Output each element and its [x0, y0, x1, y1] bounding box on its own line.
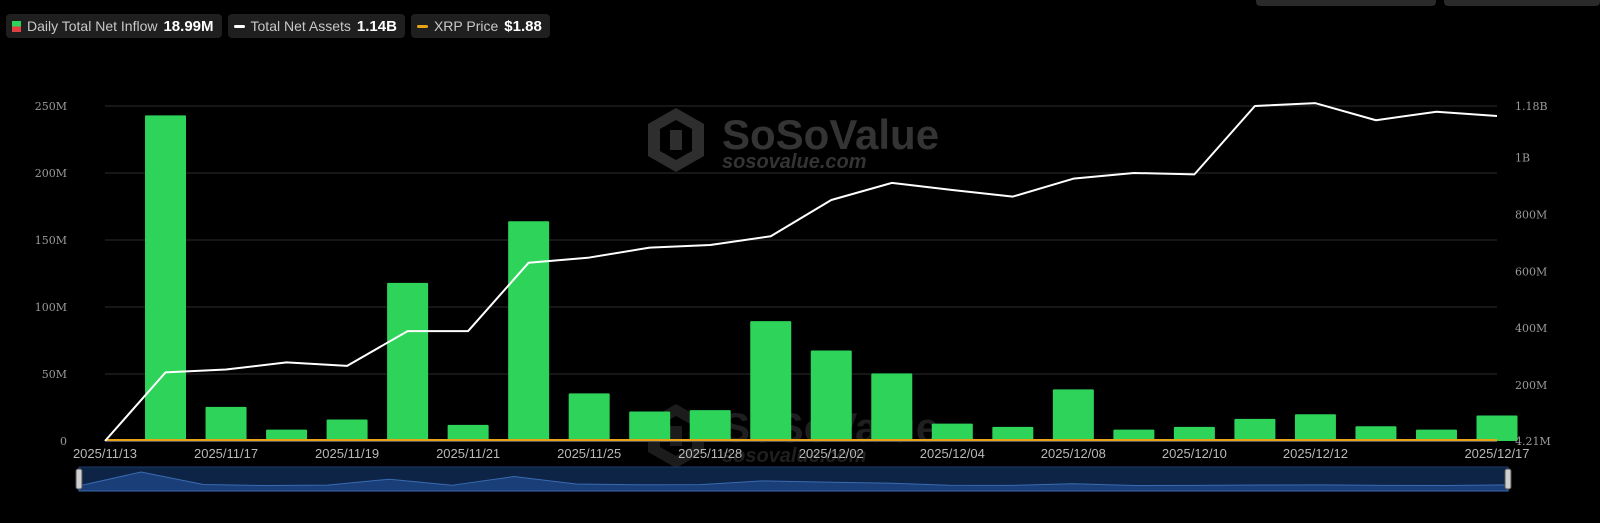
x-axis: 2025/11/13 2025/11/17 2025/11/19 2025/11/21… — [73, 441, 1530, 461]
toolbar-button-right[interactable] — [1444, 0, 1600, 6]
bar-swatch-icon — [12, 20, 21, 32]
inflow-bar[interactable] — [810, 350, 852, 441]
inflow-bar[interactable] — [1173, 426, 1215, 441]
inflow-bar[interactable] — [447, 424, 489, 441]
y-right-tick-label: 1.18B — [1515, 100, 1548, 113]
inflow-bar[interactable] — [871, 373, 913, 441]
y-right-tick-label: 4.21M — [1515, 435, 1551, 448]
watermark-url: sosovalue.com — [722, 151, 867, 173]
legend-item-inflow[interactable]: Daily Total Net Inflow 18.99M — [6, 14, 222, 38]
y-left-tick-label: 150M — [35, 234, 67, 247]
x-tick-label: 2025/11/25 — [557, 446, 621, 461]
inflow-bar[interactable] — [931, 423, 973, 441]
navigator-sparkline — [78, 471, 1509, 492]
inflow-bar[interactable] — [1415, 429, 1457, 441]
legend-assets-label: Total Net Assets — [250, 18, 351, 34]
x-tick-label: 2025/11/21 — [436, 446, 500, 461]
x-tick-label: 2025/12/12 — [1283, 446, 1348, 461]
y-left-tick-label: 250M — [35, 100, 67, 113]
inflow-bar[interactable] — [992, 426, 1034, 441]
y-axis-right: 4.21M 200M 400M 600M 800M 1B 1.18B — [1515, 100, 1551, 448]
y-axis-left: 0 50M 100M 150M 200M 250M — [35, 100, 67, 448]
inflow-bar[interactable] — [508, 221, 550, 441]
inflow-bar[interactable] — [1476, 415, 1518, 441]
legend-item-assets[interactable]: Total Net Assets 1.14B — [227, 14, 405, 38]
legend-inflow-value: 18.99M — [163, 17, 214, 35]
inflow-bar[interactable] — [629, 411, 671, 441]
legend-price-value: $1.88 — [504, 17, 542, 35]
assets-line-path — [104, 102, 1498, 442]
y-right-tick-label: 600M — [1515, 265, 1547, 278]
legend-price-label: XRP Price — [433, 18, 499, 34]
range-navigator[interactable] — [75, 466, 1512, 492]
y-right-tick-label: 1B — [1515, 151, 1530, 164]
x-tick-label: 2025/12/04 — [920, 446, 985, 461]
x-tick-label: 2025/11/28 — [678, 446, 742, 461]
orange-line-swatch-icon — [416, 24, 428, 28]
y-left-tick-label: 50M — [42, 368, 67, 381]
navigator-right-handle[interactable] — [1504, 468, 1512, 490]
inflow-bars — [145, 115, 1518, 441]
watermark-brand: SoSoValue — [722, 111, 939, 158]
legend: Daily Total Net Inflow 18.99M Total Net … — [6, 14, 550, 38]
x-tick-label: 2025/12/02 — [799, 446, 864, 461]
inflow-bar[interactable] — [689, 410, 731, 441]
inflow-bar[interactable] — [1113, 429, 1155, 441]
inflow-bar[interactable] — [145, 115, 187, 441]
inflow-bar[interactable] — [1355, 426, 1397, 441]
inflow-bar[interactable] — [750, 321, 792, 441]
x-tick-label: 2025/11/19 — [315, 446, 379, 461]
navigator-left-handle[interactable] — [75, 468, 83, 490]
x-tick-label: 2025/11/13 — [73, 446, 137, 461]
y-right-tick-label: 400M — [1515, 322, 1547, 335]
inflow-bar[interactable] — [1234, 418, 1276, 441]
inflow-bar[interactable] — [266, 429, 308, 441]
watermark-top: SoSoValue sosovalue.com — [648, 108, 939, 173]
x-tick-label: 2025/11/17 — [194, 446, 258, 461]
toolbar-button-left[interactable] — [1256, 0, 1436, 6]
inflow-bar[interactable] — [1052, 389, 1094, 441]
y-right-tick-label: 200M — [1515, 379, 1547, 392]
y-left-tick-label: 100M — [35, 301, 67, 314]
grid — [105, 105, 1497, 375]
legend-inflow-label: Daily Total Net Inflow — [27, 18, 158, 34]
x-tick-label: 2025/12/08 — [1041, 446, 1106, 461]
watermark-url: sosovalue.com — [722, 445, 867, 467]
assets-line — [104, 102, 1498, 442]
white-line-swatch-icon — [233, 24, 245, 28]
x-tick-label: 2025/12/17 — [1464, 446, 1529, 461]
watermark-logo-icon — [648, 108, 704, 172]
y-left-tick-label: 0 — [60, 435, 67, 448]
inflow-bar[interactable] — [205, 406, 247, 441]
inflow-bar[interactable] — [326, 419, 368, 441]
inflow-bar[interactable] — [568, 393, 610, 441]
y-left-tick-label: 200M — [35, 167, 67, 180]
x-tick-label: 2025/12/10 — [1162, 446, 1227, 461]
inflow-bar[interactable] — [387, 282, 429, 441]
y-right-tick-label: 800M — [1515, 208, 1547, 221]
inflow-bar[interactable] — [1294, 414, 1336, 441]
legend-assets-value: 1.14B — [356, 17, 397, 35]
legend-item-price[interactable]: XRP Price $1.88 — [410, 14, 550, 38]
